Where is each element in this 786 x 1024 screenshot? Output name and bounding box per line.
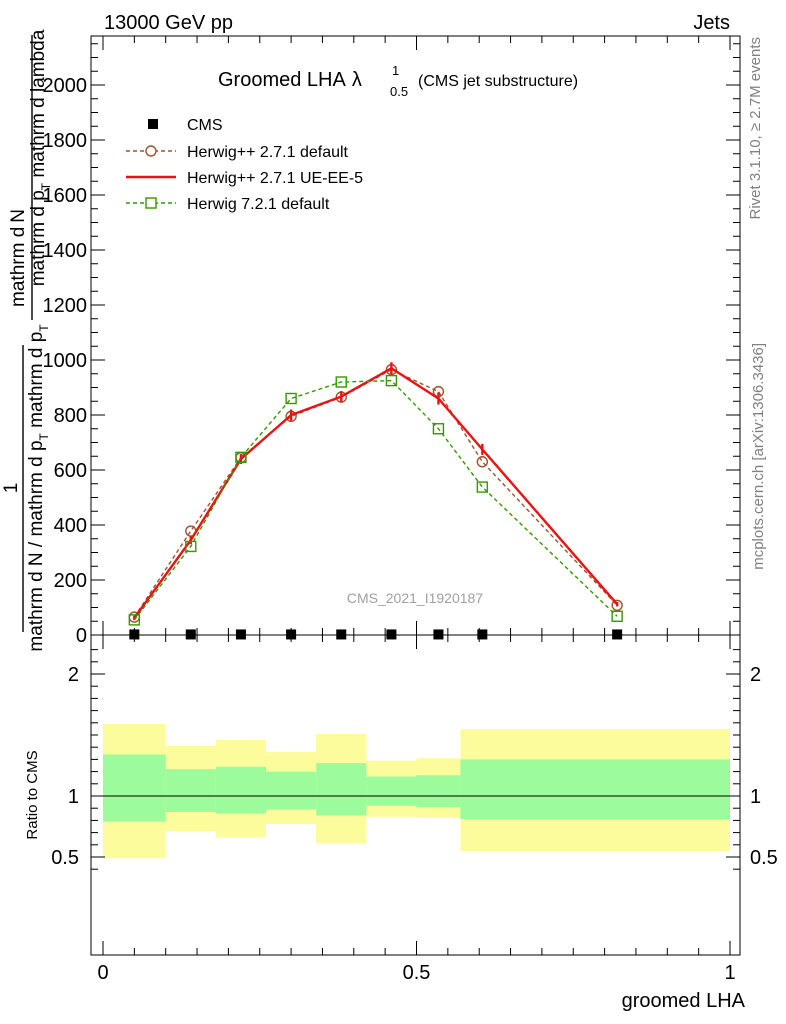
ylabel-numerator-denom: mathrm d pT mathrm d lambda xyxy=(28,29,53,286)
legend-label-herwig-7-2-1-default: Herwig 7.2.1 default xyxy=(187,196,330,213)
ratio-y-tick-label-right: 1 xyxy=(750,786,761,808)
main-y-tick-label: 2000 xyxy=(43,75,88,97)
x-tick-label: 1 xyxy=(724,962,735,984)
main-y-tick-label: 800 xyxy=(54,405,87,427)
cms-data-point xyxy=(235,629,246,640)
legend: CMS Herwig++ 2.7.1 default Herwig++ 2.7.1 … xyxy=(126,117,363,213)
main-y-tick-label: 200 xyxy=(54,570,87,592)
ratio-inner-band xyxy=(460,759,730,820)
series-point-herwig-2-7-1-default xyxy=(476,456,489,468)
plot-title-sub: 0.5 xyxy=(390,84,408,99)
x-tick-label: 0.5 xyxy=(403,962,431,984)
ratio-panel: 0.5 0.5 1 1 2 2 0 0.5 1 xyxy=(51,634,778,984)
ratio-inner-band xyxy=(103,754,166,822)
plot-subtitle: (CMS jet substructure) xyxy=(418,73,578,90)
cms-data-point xyxy=(386,629,397,640)
ylabel-one: 1 xyxy=(1,483,22,494)
legend-label-cms: CMS xyxy=(187,117,223,134)
main-y-tick-label: 0 xyxy=(76,625,87,647)
main-y-tick-label: 1800 xyxy=(43,130,88,152)
series-point-herwig-7-2-1-default xyxy=(432,423,445,435)
main-panel: 0 200 400 600 800 1000 1200 1400 1600 1800 2000 xyxy=(43,35,741,647)
plot-title-text: Groomed LHA λ xyxy=(218,69,362,91)
main-y-axis-label: mathrm dN mathrm d pT mathrm d lambda 1 … xyxy=(1,29,53,651)
plot-title-sup: 1 xyxy=(392,63,399,78)
main-y-tick-label: 1400 xyxy=(43,240,88,262)
ratio-y-tick-label: 0.5 xyxy=(51,847,79,869)
series-point-herwig-7-2-1-default xyxy=(185,540,197,553)
cms-data-point xyxy=(185,629,196,640)
header-energy: 13000 GeV pp xyxy=(104,12,233,34)
series-point-herwig-7-2-1-default xyxy=(385,374,398,387)
series-point-herwig-7-2-1-default xyxy=(611,610,623,622)
main-y-tick-label: 400 xyxy=(54,515,87,537)
x-axis-label: groomed LHA xyxy=(622,990,746,1012)
series-line-herwig-2-7-1-ue-ee-5 xyxy=(133,366,619,619)
ratio-y-axis-label: Ratio to CMS xyxy=(24,750,41,839)
series-line-herwig-2-7-1-default xyxy=(133,368,618,618)
legend-label-herwig-2-7-1-ue-ee-5: Herwig++ 2.7.1 UE-EE-5 xyxy=(187,170,363,187)
ylabel-denominator: mathrm d N / mathrm d pT mathrm d pT xyxy=(26,324,51,652)
ylabel-numerator: mathrm dN xyxy=(8,209,29,307)
main-y-tick-label: 1600 xyxy=(43,185,88,207)
main-y-tick-label: 600 xyxy=(54,460,87,482)
cms-data-point xyxy=(433,629,444,640)
ratio-y-tick-label-right: 0.5 xyxy=(750,847,778,869)
series-point-herwig-7-2-1-default xyxy=(476,481,489,493)
ratio-y-tick-label: 2 xyxy=(68,664,79,686)
ratio-y-tick-label: 1 xyxy=(68,786,79,808)
series-line-herwig-7-2-1-default xyxy=(133,379,618,621)
cms-data-point xyxy=(612,629,623,640)
ratio-inner-band xyxy=(416,775,461,807)
x-tick-label: 0 xyxy=(97,962,108,984)
legend-marker-herwig-7-2-1-default xyxy=(145,197,157,209)
series-point-herwig-7-2-1-default xyxy=(128,614,141,626)
ratio-y-tick-label-right: 2 xyxy=(750,664,761,686)
ratio-inner-band xyxy=(215,766,267,814)
ratio-inner-band xyxy=(266,771,317,810)
mcplots-source-note: mcplots.cern.ch [arXiv:1306.3436] xyxy=(750,343,767,570)
ratio-inner-band xyxy=(316,763,367,816)
cms-data-point xyxy=(336,629,347,640)
analysis-watermark: CMS_2021_I1920187 xyxy=(347,590,483,606)
legend-marker-herwig-2-7-1-default xyxy=(145,145,157,157)
legend-marker-cms xyxy=(148,119,158,129)
main-y-tick-label: 1200 xyxy=(43,295,88,317)
ratio-inner-band xyxy=(366,776,417,806)
series-point-herwig-7-2-1-default xyxy=(235,451,247,464)
series-point-herwig-7-2-1-default xyxy=(285,392,297,405)
cms-data-point xyxy=(477,629,488,640)
series-point-herwig-7-2-1-default xyxy=(335,376,347,388)
ratio-inner-band xyxy=(165,769,216,812)
legend-label-herwig-2-7-1-default: Herwig++ 2.7.1 default xyxy=(187,144,349,161)
header-process: Jets xyxy=(693,12,730,34)
rivet-version-note: Rivet 3.1.10, ≥ 2.7M events xyxy=(747,37,764,220)
series-point-herwig-2-7-1-default xyxy=(611,599,623,611)
ratio-plot-frame xyxy=(90,634,741,956)
main-y-tick-label: 1000 xyxy=(43,350,88,372)
plot-title: Groomed LHA λ 1 0.5 (CMS jet substructure… xyxy=(218,63,578,99)
